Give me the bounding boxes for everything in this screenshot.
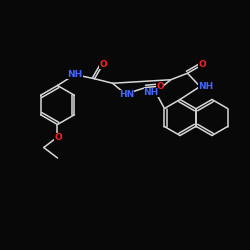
Text: O: O bbox=[54, 132, 62, 141]
Text: NH: NH bbox=[198, 82, 213, 91]
Text: O: O bbox=[156, 82, 164, 91]
Text: NH: NH bbox=[144, 88, 159, 97]
Text: O: O bbox=[198, 60, 206, 69]
Text: NH: NH bbox=[68, 70, 82, 79]
Text: O: O bbox=[99, 60, 107, 69]
Text: HN: HN bbox=[119, 90, 134, 99]
